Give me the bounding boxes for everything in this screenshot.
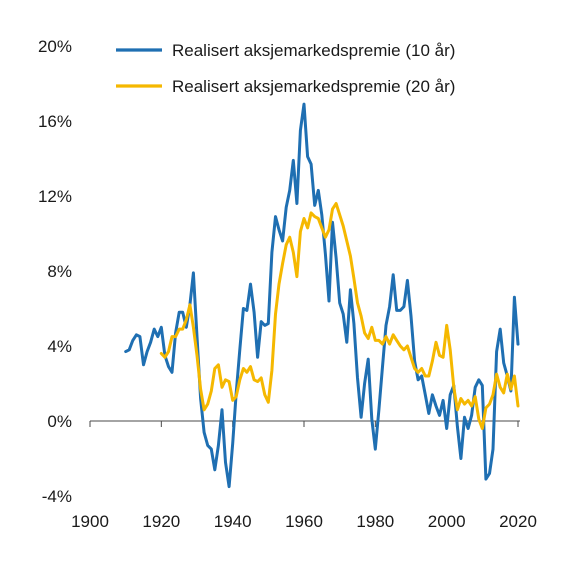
y-tick-label: -4% (42, 487, 72, 506)
y-tick-label: 8% (47, 262, 72, 281)
y-tick-label: 0% (47, 412, 72, 431)
x-tick-label: 2020 (499, 512, 537, 531)
x-tick-label: 1960 (285, 512, 323, 531)
x-tick-label: 1940 (214, 512, 252, 531)
series-line-20-year (159, 202, 520, 430)
x-axis: 1900 1920 1940 1960 1980 2000 2020 (71, 420, 537, 531)
legend: Realisert aksjemarkedspremie (10 år) Rea… (116, 41, 455, 96)
x-tick-label: 2000 (428, 512, 466, 531)
x-tick-label: 1900 (71, 512, 109, 531)
legend-label-20-year: Realisert aksjemarkedspremie (20 år) (172, 77, 455, 96)
x-tick-label: 1920 (142, 512, 180, 531)
y-axis: -4% 0% 4% 8% 12% 16% 20% (38, 37, 72, 506)
series-line-10-year (124, 102, 520, 489)
y-tick-label: 16% (38, 112, 72, 131)
y-tick-label: 12% (38, 187, 72, 206)
legend-label-10-year: Realisert aksjemarkedspremie (10 år) (172, 41, 455, 60)
y-tick-label: 20% (38, 37, 72, 56)
plot-area (124, 102, 520, 489)
y-tick-label: 4% (47, 337, 72, 356)
x-tick-label: 1980 (356, 512, 394, 531)
